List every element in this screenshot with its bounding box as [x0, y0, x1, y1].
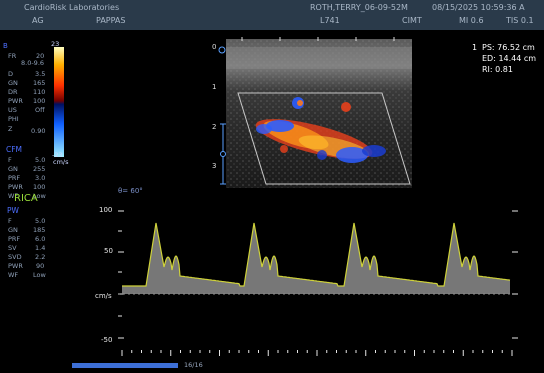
thermal-index: TIS 0.1: [506, 16, 534, 25]
param-label: D: [8, 70, 14, 78]
param-label: WF: [8, 271, 19, 279]
param-label: FR: [8, 52, 17, 60]
param-label: DR: [8, 88, 18, 96]
param-value: Low: [33, 192, 46, 200]
measurement-index: 1: [472, 43, 478, 52]
angle-correction-label: θ= 60°: [118, 187, 143, 195]
bmode-marker: B: [3, 42, 8, 50]
pw-section-title: PW: [7, 206, 19, 215]
cine-frame-counter: 16/16: [184, 361, 203, 369]
physician-name: PAPPAS: [96, 16, 126, 25]
lateral-scale-ticks: [241, 37, 395, 41]
param-label: PRF: [8, 235, 21, 243]
patient-id: ROTH,TERRY_06-09-52M: [310, 3, 408, 12]
param-label: F: [8, 156, 12, 164]
cfm-section-title: CFM: [6, 145, 23, 154]
param-value: 110: [33, 88, 46, 96]
depth-label: 0: [212, 43, 217, 51]
velocity-axis-label: -50: [101, 336, 113, 344]
velocity-axis-label: 100: [99, 206, 113, 214]
transducer-label: L741: [320, 16, 340, 25]
exam-datetime: 08/15/2025 10:59:36 A: [432, 3, 525, 12]
param-label: GN: [8, 226, 18, 234]
spectral-doppler-trace[interactable]: [0, 190, 544, 360]
param-value: 5.0: [35, 217, 46, 225]
end-diastolic-velocity: ED: 14.44 cm: [482, 54, 537, 63]
param-value: 255: [33, 165, 46, 173]
param-value: 5.0: [35, 156, 46, 164]
param-label: PHI: [8, 115, 19, 123]
velocity-axis-unit: cm/s: [95, 292, 112, 300]
param-value: 20: [36, 52, 45, 60]
exam-preset: CIMT: [402, 16, 422, 25]
param-value: 1.4: [35, 244, 46, 252]
param-value: 8.0-9.6: [21, 59, 45, 67]
vessel-label: RICA: [14, 193, 38, 204]
color-flow-image[interactable]: [224, 39, 414, 188]
param-value: 185: [33, 226, 46, 234]
param-label: WF: [8, 192, 19, 200]
param-value: 165: [33, 79, 46, 87]
param-label: SVD: [8, 253, 22, 261]
param-value: Low: [33, 271, 46, 279]
param-label: PWR: [8, 183, 23, 191]
focus-marker-icon[interactable]: [216, 44, 228, 60]
param-label: GN: [8, 79, 18, 87]
color-scale-min: -23: [52, 151, 63, 159]
focal-zone-bracket-icon[interactable]: [218, 120, 228, 190]
param-value: Off: [35, 106, 45, 114]
velocity-axis-label: 50: [104, 247, 113, 255]
param-value: 3.0: [35, 174, 46, 182]
header-bar: CardioRisk Laboratories AG PAPPAS ROTH,T…: [0, 0, 544, 30]
operator-initials: AG: [32, 16, 44, 25]
param-label: US: [8, 106, 17, 114]
param-value: 90: [36, 262, 45, 270]
time-axis-ticks: [121, 350, 513, 356]
param-value: 100: [33, 183, 46, 191]
institution-name: CardioRisk Laboratories: [24, 3, 120, 12]
depth-label: 1: [212, 83, 217, 91]
param-label: GN: [8, 165, 18, 173]
color-velocity-scale: [54, 47, 64, 157]
peak-systolic-velocity: PS: 76.52 cm: [482, 43, 535, 52]
flow-signal: [255, 97, 386, 163]
param-value: 3.5: [35, 70, 46, 78]
mechanical-index: MI 0.6: [459, 16, 484, 25]
param-label: PRF: [8, 174, 21, 182]
cine-progress-fill: [72, 363, 178, 368]
param-label: F: [8, 217, 12, 225]
param-value: 100: [33, 97, 46, 105]
spectrum-envelope-trace: [122, 222, 511, 287]
param-label: PWR: [8, 97, 23, 105]
cine-progress-bar[interactable]: [72, 363, 178, 368]
depth-label: 3: [212, 162, 217, 170]
depth-label: 2: [212, 123, 217, 131]
color-scale-max: 23: [51, 40, 60, 48]
param-value: 2.2: [35, 253, 46, 261]
param-label: SV: [8, 244, 17, 252]
param-label: Z: [8, 125, 13, 133]
param-value: 0.90: [31, 127, 46, 135]
color-scale-unit: cm/s: [53, 158, 69, 166]
param-value: 6.0: [35, 235, 46, 243]
spectrum-envelope-fill: [122, 223, 510, 294]
resistive-index: RI: 0.81: [482, 65, 513, 74]
param-label: PWR: [8, 262, 23, 270]
